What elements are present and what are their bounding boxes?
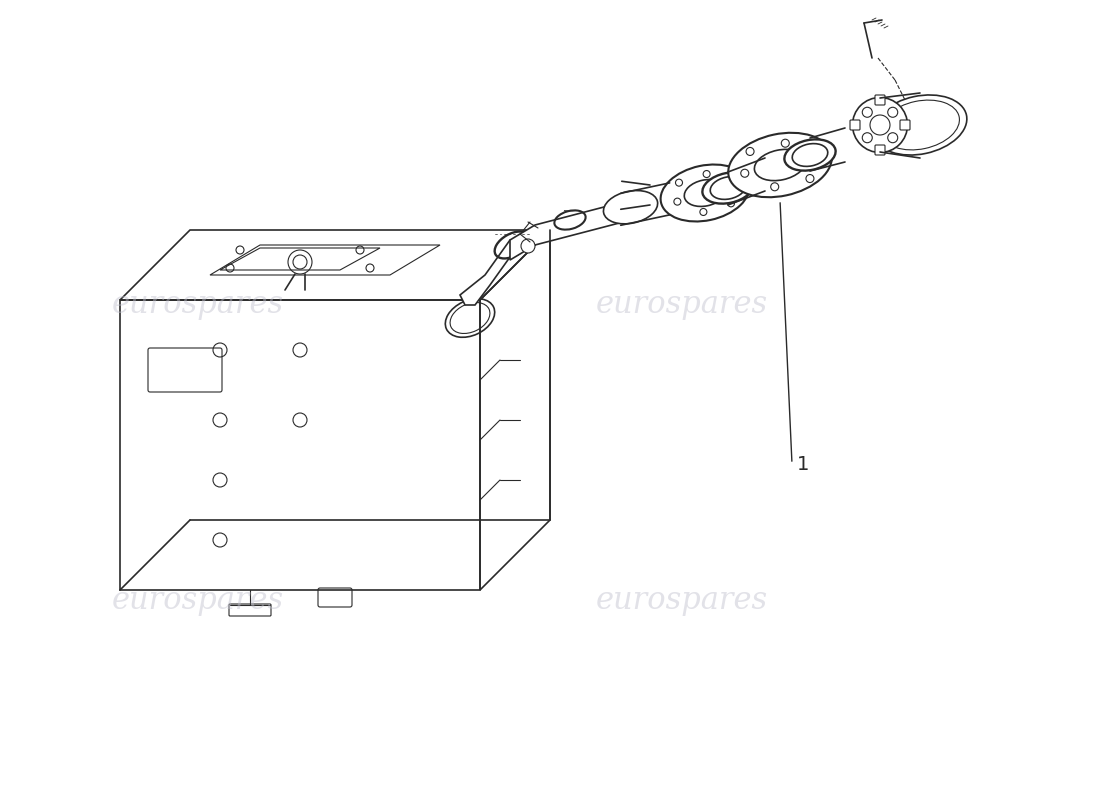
Ellipse shape [881, 100, 959, 150]
Text: eurospares: eurospares [112, 289, 284, 319]
Circle shape [521, 239, 535, 253]
Ellipse shape [873, 95, 967, 155]
Text: eurospares: eurospares [596, 289, 768, 319]
Ellipse shape [852, 98, 907, 153]
Polygon shape [460, 240, 515, 305]
Text: eurospares: eurospares [596, 585, 768, 615]
Ellipse shape [684, 179, 726, 206]
Ellipse shape [755, 150, 805, 181]
Ellipse shape [784, 139, 836, 170]
Ellipse shape [728, 133, 832, 198]
Ellipse shape [792, 144, 828, 166]
FancyBboxPatch shape [850, 120, 860, 130]
FancyBboxPatch shape [900, 120, 910, 130]
FancyBboxPatch shape [874, 145, 886, 155]
Ellipse shape [604, 190, 658, 224]
Text: eurospares: eurospares [112, 585, 284, 615]
Ellipse shape [703, 172, 754, 204]
Ellipse shape [661, 165, 749, 222]
FancyBboxPatch shape [874, 95, 886, 105]
Ellipse shape [711, 177, 746, 199]
Text: 1: 1 [798, 454, 810, 474]
Polygon shape [510, 195, 650, 260]
